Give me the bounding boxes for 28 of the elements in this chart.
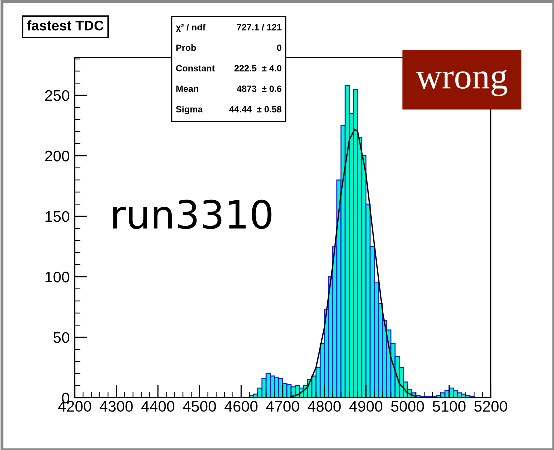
y-tick-label: 50 xyxy=(54,332,70,344)
annotation: 222.5 ± 4.0 xyxy=(234,65,282,72)
y-tick-label: 150 xyxy=(46,211,70,222)
text: 727.1 / 121 xyxy=(237,24,282,31)
y-tick-label: 250 xyxy=(45,90,70,102)
x-tick-label: 4500 xyxy=(183,401,216,412)
annotation: run3310 xyxy=(114,200,272,230)
chart-title: fastest TDC xyxy=(27,20,104,31)
x-tick-label: 4600 xyxy=(224,401,258,412)
annotation: 44.44 ± 0.58 xyxy=(230,106,282,113)
x-tick-label: 4400 xyxy=(142,401,175,412)
annotation: 4873 ± 0.6 xyxy=(237,86,282,92)
x-tick-label: 4300 xyxy=(100,401,133,412)
text: Prob xyxy=(176,44,196,52)
annotation: wrong xyxy=(416,70,508,96)
text: χ² / ndf xyxy=(176,24,206,32)
x-tick-label: 4900 xyxy=(350,401,383,412)
x-tick-label: 5000 xyxy=(391,401,424,412)
annotation: Mean xyxy=(176,86,199,92)
x-tick-label: 5200 xyxy=(474,401,508,412)
text: 0 xyxy=(277,44,282,52)
x-tick-label: 4700 xyxy=(266,401,300,412)
annotation: Constant xyxy=(176,65,216,72)
x-tick-label: 4800 xyxy=(308,401,341,412)
y-tick-label: 100 xyxy=(46,272,70,283)
y-tick-label: 200 xyxy=(45,150,70,162)
annotation: Sigma xyxy=(176,106,204,114)
x-tick-label: 5100 xyxy=(433,401,466,412)
